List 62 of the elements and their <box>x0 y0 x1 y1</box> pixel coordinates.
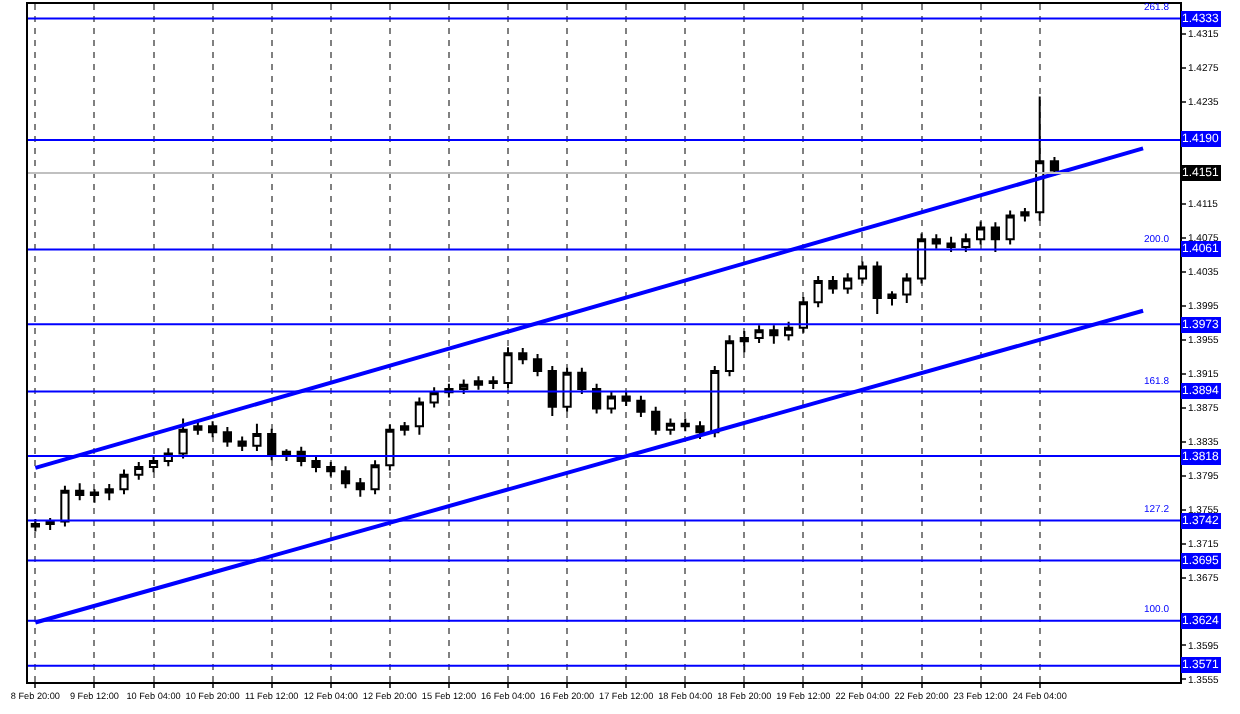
candlestick <box>355 477 365 498</box>
candlestick <box>916 232 927 285</box>
candlestick <box>518 347 528 366</box>
candlestick <box>222 426 232 448</box>
candlestick <box>887 290 897 307</box>
candlestick <box>414 396 424 436</box>
candlestick <box>946 235 956 254</box>
candlestick <box>961 232 971 254</box>
candlestick <box>208 420 218 439</box>
candlestick <box>75 482 85 502</box>
candlestick <box>89 488 100 504</box>
candlestick <box>577 366 587 395</box>
candlestick <box>104 483 114 502</box>
candlestick <box>976 220 986 246</box>
candlestick <box>237 435 247 452</box>
candlestick <box>665 417 676 436</box>
candlestick <box>60 484 70 528</box>
candlestick <box>488 375 498 390</box>
candlestick <box>1035 95 1045 222</box>
candlestick <box>459 378 469 395</box>
candlestick <box>385 423 395 472</box>
candlestick <box>798 296 808 334</box>
candlestick <box>1049 155 1060 177</box>
candlestick <box>311 455 321 474</box>
candlestick <box>134 460 144 481</box>
candlestick <box>769 324 779 345</box>
candlestick <box>400 421 410 437</box>
candlestick <box>532 353 543 378</box>
candlestick <box>178 417 188 460</box>
candlestick <box>119 468 129 496</box>
candlestick <box>193 419 203 436</box>
candlestick <box>872 260 882 316</box>
candlestick <box>621 390 631 407</box>
candlestick <box>813 274 823 309</box>
candlestick <box>547 364 557 418</box>
candlestick <box>651 405 661 436</box>
candlestick <box>340 465 351 490</box>
candlestick <box>754 324 764 344</box>
candlestick <box>931 233 941 250</box>
candlestick <box>429 386 439 409</box>
candlestick <box>148 455 159 474</box>
candlestick <box>370 459 380 496</box>
candlestick <box>784 320 794 342</box>
candlestick <box>828 274 838 295</box>
candlestick <box>252 422 262 452</box>
candlestick <box>990 221 1000 254</box>
candlestick <box>724 334 735 378</box>
candlestick <box>739 330 749 354</box>
candlestick <box>503 346 513 390</box>
candlestick <box>695 420 705 440</box>
candlestick <box>857 260 868 285</box>
candlestick <box>473 375 484 391</box>
candlestick <box>843 272 853 295</box>
candlestick <box>326 460 336 478</box>
candlestick <box>562 366 572 413</box>
candlestick <box>1020 206 1030 223</box>
candlestick <box>902 272 912 305</box>
candlestick <box>680 417 690 433</box>
candlestick <box>606 390 616 415</box>
candlestick <box>267 427 277 462</box>
candlestick <box>1005 209 1015 246</box>
candlestick <box>636 394 646 418</box>
